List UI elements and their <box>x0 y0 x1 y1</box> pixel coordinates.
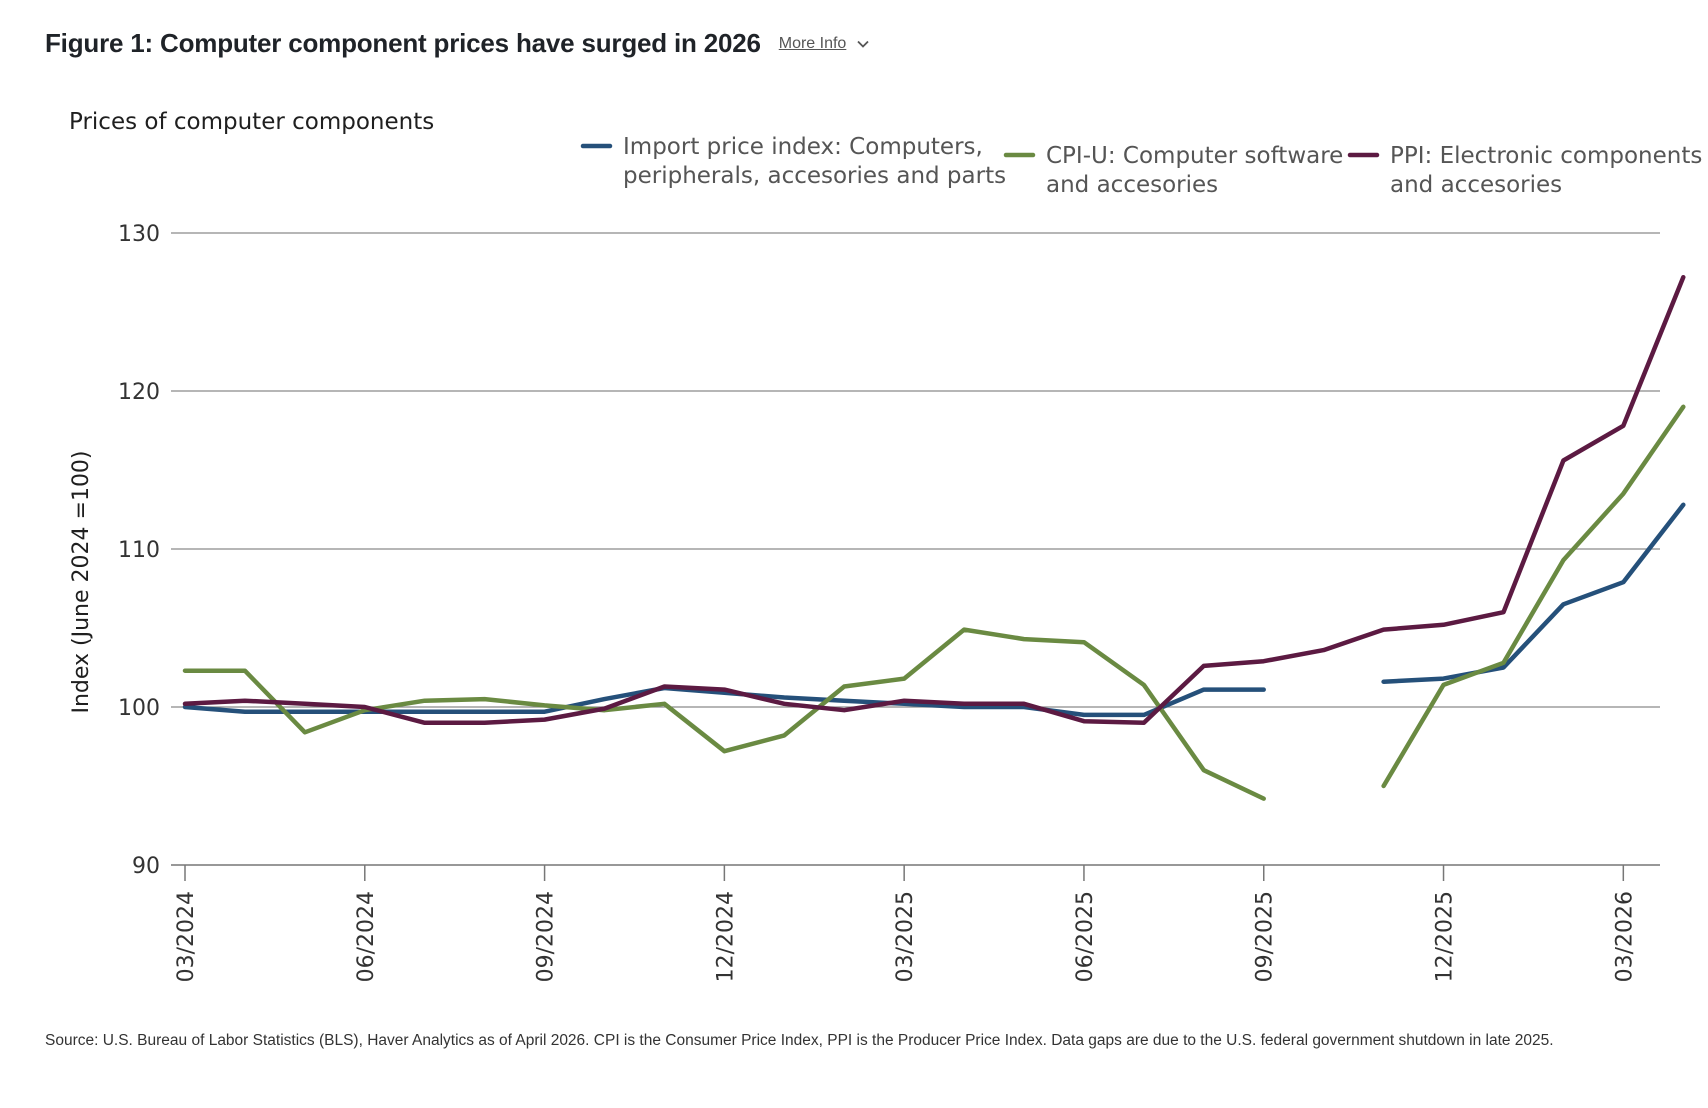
x-tick-label: 03/2026 <box>1612 891 1637 982</box>
y-axis-ticks: 90 100 110 120 130 <box>118 222 160 879</box>
series-line-segment <box>182 274 1686 726</box>
chart-legend: Import price index: Computers, peripheral… <box>580 134 1702 198</box>
legend-label: Import price index: Computers, <box>623 134 983 160</box>
legend-label: and accesories <box>1046 172 1218 198</box>
legend-label: CPI-U: Computer software <box>1046 143 1343 169</box>
series-2-line <box>182 404 1686 801</box>
legend-label: PPI: Electronic components <box>1390 143 1702 169</box>
y-tick-label: 120 <box>118 380 160 405</box>
y-tick-label: 110 <box>118 538 160 563</box>
chevron-down-icon <box>857 40 869 48</box>
x-tick-label: 09/2024 <box>534 891 559 982</box>
x-tick-label: 06/2024 <box>354 891 379 982</box>
chart-title: Prices of computer components <box>69 109 434 135</box>
x-tick-label: 03/2025 <box>893 891 918 982</box>
x-tick-label: 12/2025 <box>1433 891 1458 982</box>
series-line-segment <box>1381 404 1686 789</box>
y-tick-label: 100 <box>118 696 160 721</box>
legend-item-3: PPI: Electronic components and accesories <box>1347 143 1702 198</box>
y-tick-label: 90 <box>132 854 160 879</box>
figure-header: Figure 1: Computer component prices have… <box>45 28 870 59</box>
more-info-toggle[interactable]: More Info <box>779 35 871 53</box>
x-axis: 03/2024 06/2024 09/2024 12/2024 03/2025 06/20… <box>171 864 1660 982</box>
figure-title: Figure 1: Computer component prices have… <box>45 28 761 58</box>
series-line-segment <box>1381 502 1686 684</box>
series-line-segment <box>182 685 1266 718</box>
x-tick-label: 06/2025 <box>1073 891 1098 982</box>
x-tick-label: 09/2025 <box>1253 891 1278 982</box>
series-1-line <box>182 502 1686 718</box>
x-tick-label: 03/2024 <box>174 891 199 982</box>
y-tick-label: 130 <box>118 222 160 247</box>
x-tick-label: 12/2024 <box>713 891 738 982</box>
legend-label: and accesories <box>1390 172 1562 198</box>
legend-item-2: CPI-U: Computer software and accesories <box>1003 143 1343 198</box>
series-3-line <box>182 274 1686 726</box>
series-lines <box>182 274 1686 801</box>
legend-item-1: Import price index: Computers, peripheral… <box>580 134 1006 189</box>
source-note: Source: U.S. Bureau of Labor Statistics … <box>45 1032 1554 1049</box>
more-info-label: More Info <box>778 34 847 52</box>
series-line-segment <box>182 627 1266 801</box>
y-axis-label: Index (June 2024 =100) <box>69 450 94 713</box>
legend-label: peripherals, accesories and parts <box>623 163 1006 189</box>
chart-gridlines <box>171 232 1660 708</box>
line-chart: Prices of computer components Import pri… <box>69 109 1702 982</box>
